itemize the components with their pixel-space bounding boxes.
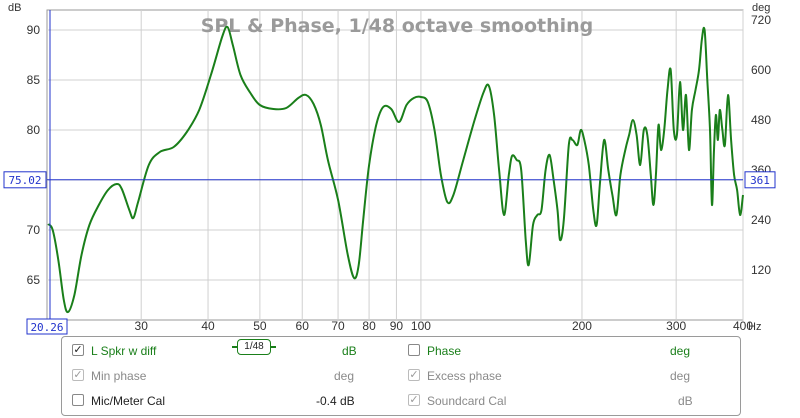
cursor-left-readout-box <box>3 171 47 189</box>
legend-row-spl: ✓ L Spkr w diff 1/48 dB Phase deg <box>62 339 740 363</box>
excess-phase-checkbox[interactable]: ✓ <box>408 369 420 381</box>
excess-phase-unit-label: deg <box>670 369 691 383</box>
right-tick-label: 600 <box>751 63 771 77</box>
x-tick-label: 70 <box>331 319 345 333</box>
phase-checkbox[interactable] <box>408 344 420 356</box>
x-axis-unit: Hz <box>748 321 761 333</box>
min-phase-unit-label: deg <box>334 369 355 383</box>
cursor-layer[interactable]: 75.02 361 20.26 <box>3 10 776 335</box>
legend-row-min-phase: ✓ Min phase deg ✓ Excess phase deg <box>62 366 740 388</box>
left-axis-unit: dB <box>8 2 21 14</box>
spl-series-label[interactable]: L Spkr w diff <box>91 344 157 358</box>
soundcard-cal-checkbox[interactable]: ✓ <box>408 394 420 406</box>
excess-phase-label[interactable]: Excess phase <box>427 369 502 383</box>
right-axis-unit: deg <box>752 2 770 14</box>
chart-title: SPL & Phase, 1/48 octave smoothing <box>201 15 594 37</box>
phase-unit-label: deg <box>670 344 691 358</box>
x-tick-label: 200 <box>572 319 592 333</box>
cursor-bottom-readout-box <box>26 318 68 335</box>
left-tick-label: 70 <box>27 223 41 237</box>
legend-panel: ✓ L Spkr w diff 1/48 dB Phase deg ✓ Min … <box>61 336 741 416</box>
cursor-right-readout-box <box>744 171 776 189</box>
x-tick-label: 90 <box>390 319 404 333</box>
spl-series-line <box>47 25 744 314</box>
cursor-bottom-readout: 20.26 <box>30 321 63 334</box>
plot-background <box>46 9 744 321</box>
min-phase-label[interactable]: Min phase <box>91 369 147 383</box>
left-axis-ticks: 657075808590 <box>27 23 41 287</box>
soundcard-cal-unit-label: dB <box>678 394 693 408</box>
x-tick-label: 400 <box>733 319 753 333</box>
right-tick-label: 720 <box>751 13 771 27</box>
left-tick-label: 80 <box>27 123 41 137</box>
mic-cal-label[interactable]: Mic/Meter Cal <box>91 394 166 408</box>
x-tick-label: 80 <box>362 319 376 333</box>
spl-checkbox[interactable]: ✓ <box>72 344 84 356</box>
x-tick-label: 300 <box>666 319 686 333</box>
cursor-right-readout: 361 <box>750 174 770 187</box>
x-tick-label: 30 <box>135 319 149 333</box>
mic-cal-checkbox[interactable] <box>72 394 84 406</box>
left-tick-label: 90 <box>27 23 41 37</box>
cursor-left-readout: 75.02 <box>8 174 41 187</box>
x-tick-label: 100 <box>411 319 431 333</box>
x-tick-label: 40 <box>201 319 215 333</box>
right-tick-label: 120 <box>751 263 771 277</box>
x-axis-ticks: 30 40 50 60 70 80 90 100 200 300 400 <box>135 319 754 333</box>
left-tick-label: 65 <box>27 273 41 287</box>
mic-cal-value: -0.4 dB <box>316 394 355 408</box>
smoothing-badge[interactable]: 1/48 <box>232 339 276 355</box>
x-tick-label: 50 <box>253 319 267 333</box>
min-phase-checkbox[interactable]: ✓ <box>72 369 84 381</box>
spl-unit-label: dB <box>342 344 357 358</box>
right-tick-label: 480 <box>751 113 771 127</box>
left-tick-label: 85 <box>27 73 41 87</box>
x-tick-label: 60 <box>296 319 310 333</box>
legend-row-cal: Mic/Meter Cal -0.4 dB ✓ Soundcard Cal dB <box>62 391 740 413</box>
phase-label[interactable]: Phase <box>427 344 462 358</box>
soundcard-cal-label[interactable]: Soundcard Cal <box>427 394 507 408</box>
series-layer <box>47 25 744 314</box>
right-tick-label: 240 <box>751 213 771 227</box>
